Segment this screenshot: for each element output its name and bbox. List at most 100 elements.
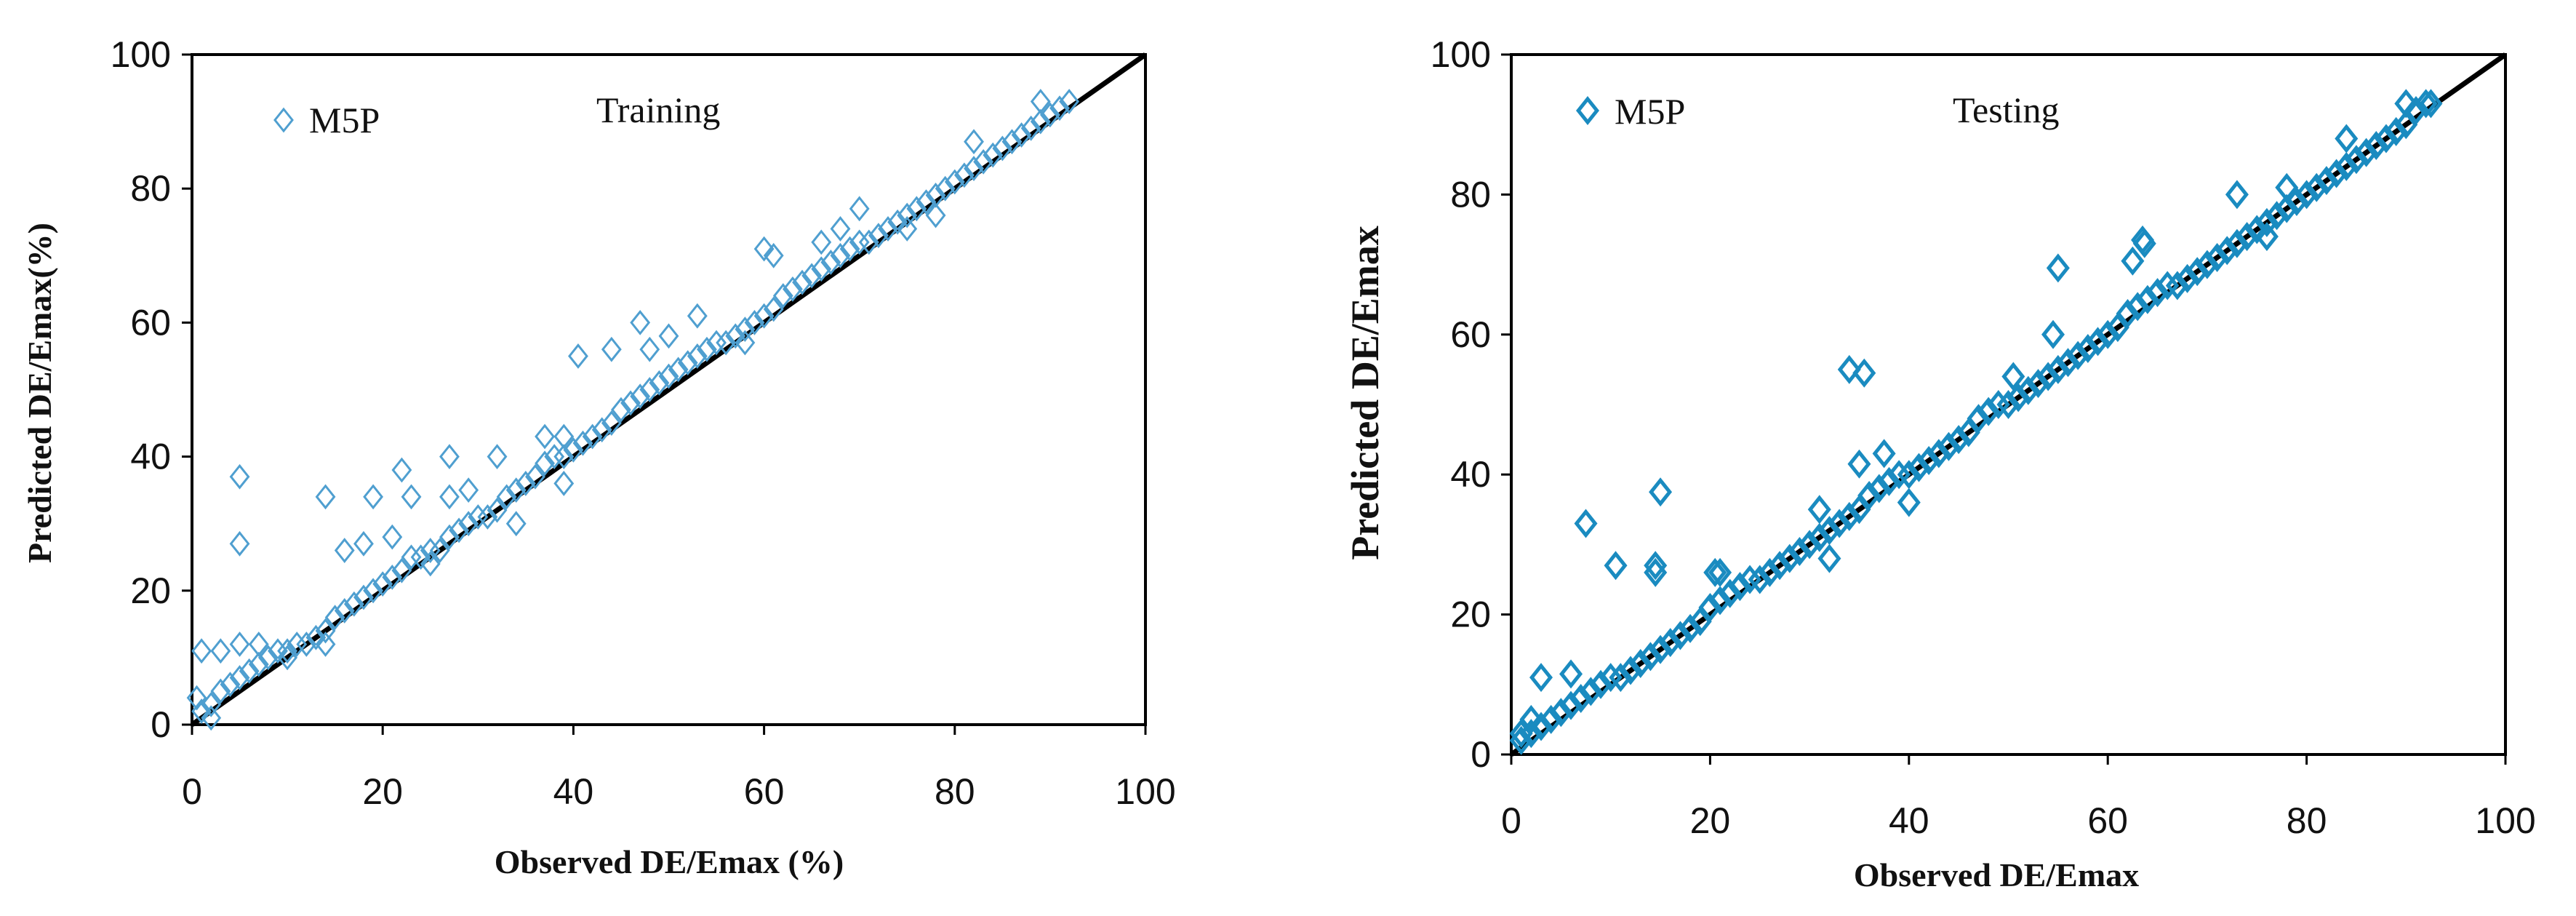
data-point: [677, 350, 698, 376]
data-point: [744, 309, 765, 335]
data-point: [725, 323, 746, 349]
y-tick-label: 100: [1431, 34, 1491, 75]
data-point: [1001, 129, 1023, 155]
data-point: [334, 538, 355, 563]
data-point: [2384, 116, 2408, 146]
data-point: [887, 209, 908, 235]
data-point: [2225, 228, 2249, 258]
data-point: [630, 309, 651, 335]
data-point: [811, 229, 832, 255]
data-point: [772, 283, 793, 308]
data-point: [420, 538, 441, 563]
data-point: [1549, 698, 1573, 728]
data-point: [458, 511, 479, 537]
data-point: [515, 471, 536, 496]
data-point: [2105, 313, 2129, 343]
data-point: [1679, 613, 1703, 643]
data-point: [716, 330, 737, 356]
data-point: [324, 605, 345, 631]
x-tick-label: 60: [2087, 800, 2128, 841]
data-point: [1872, 439, 1896, 469]
data-point: [1698, 592, 1722, 622]
data-point: [2354, 138, 2378, 167]
data-point: [2007, 383, 2031, 413]
data-point: [1738, 565, 1762, 594]
data-point: [2275, 172, 2299, 202]
data-point: [1807, 495, 1831, 525]
data-point: [572, 430, 593, 456]
data-point: [458, 477, 479, 503]
data-point: [1847, 449, 1871, 479]
x-axis-label: Observed DE/Emax: [1854, 856, 2139, 893]
data-point: [953, 162, 975, 188]
data-point: [1768, 551, 1792, 581]
data-point: [897, 202, 918, 228]
data-point: [372, 571, 393, 597]
data-point: [601, 336, 622, 362]
data-point: [1917, 445, 1941, 475]
data-point: [477, 504, 498, 530]
data-point: [1509, 719, 1533, 749]
data-point: [735, 330, 756, 356]
data-point: [401, 484, 422, 510]
data-point: [186, 685, 207, 711]
data-point: [687, 343, 708, 369]
y-tick-label: 80: [1450, 174, 1491, 215]
data-point: [2314, 166, 2338, 196]
x-tick-label: 20: [362, 771, 403, 812]
data-point: [1011, 122, 1032, 148]
data-point: [697, 336, 717, 362]
data-point: [2195, 250, 2219, 279]
chart-title: Training: [596, 89, 720, 130]
data-point: [239, 658, 260, 684]
data-point: [830, 216, 851, 242]
data-point: [544, 444, 565, 470]
x-tick-label: 80: [935, 771, 975, 812]
data-point: [2132, 228, 2156, 258]
data-point: [2284, 187, 2308, 217]
data-point: [568, 343, 588, 369]
data-point: [735, 316, 756, 343]
data-point: [1059, 89, 1080, 114]
data-point: [792, 269, 812, 295]
data-point: [1708, 586, 1732, 616]
data-point: [1897, 487, 1921, 517]
data-point: [1644, 557, 1668, 587]
data-point: [649, 370, 670, 396]
data-point: [1828, 509, 1852, 538]
data-point: [2275, 194, 2299, 223]
data-point: [2419, 89, 2443, 119]
data-point: [1020, 115, 1041, 141]
data-point: [2295, 180, 2319, 210]
chart-title: Testing: [1953, 89, 2059, 130]
data-point: [553, 423, 575, 450]
data-point: [668, 357, 689, 383]
x-axis-label: Observed DE/Emax (%): [495, 843, 844, 880]
data-point: [1703, 557, 1727, 587]
data-point: [229, 463, 250, 490]
data-point: [1649, 477, 1673, 507]
data-point: [925, 202, 946, 228]
data-point: [277, 645, 298, 671]
data-point: [1049, 95, 1070, 122]
data-point: [658, 363, 679, 389]
data-point: [1559, 659, 1583, 689]
y-tick-label: 0: [1471, 734, 1491, 775]
data-point: [706, 330, 727, 356]
data-point: [353, 584, 374, 610]
data-point: [353, 530, 374, 557]
data-point: [2364, 131, 2388, 161]
data-point: [2026, 369, 2050, 399]
data-point: [1628, 648, 1652, 678]
data-point: [2235, 222, 2259, 252]
data-point: [1529, 712, 1553, 741]
data-point: [964, 156, 984, 181]
data-point: [229, 665, 250, 690]
data-point: [630, 383, 651, 410]
data-point: [1977, 397, 2001, 426]
training-chart: Training Observed DE/Emax (%) Predicted …: [21, 34, 1176, 880]
data-point: [2394, 110, 2418, 140]
data-point: [305, 624, 327, 650]
data-point: [220, 672, 241, 698]
data-point: [2185, 257, 2209, 287]
